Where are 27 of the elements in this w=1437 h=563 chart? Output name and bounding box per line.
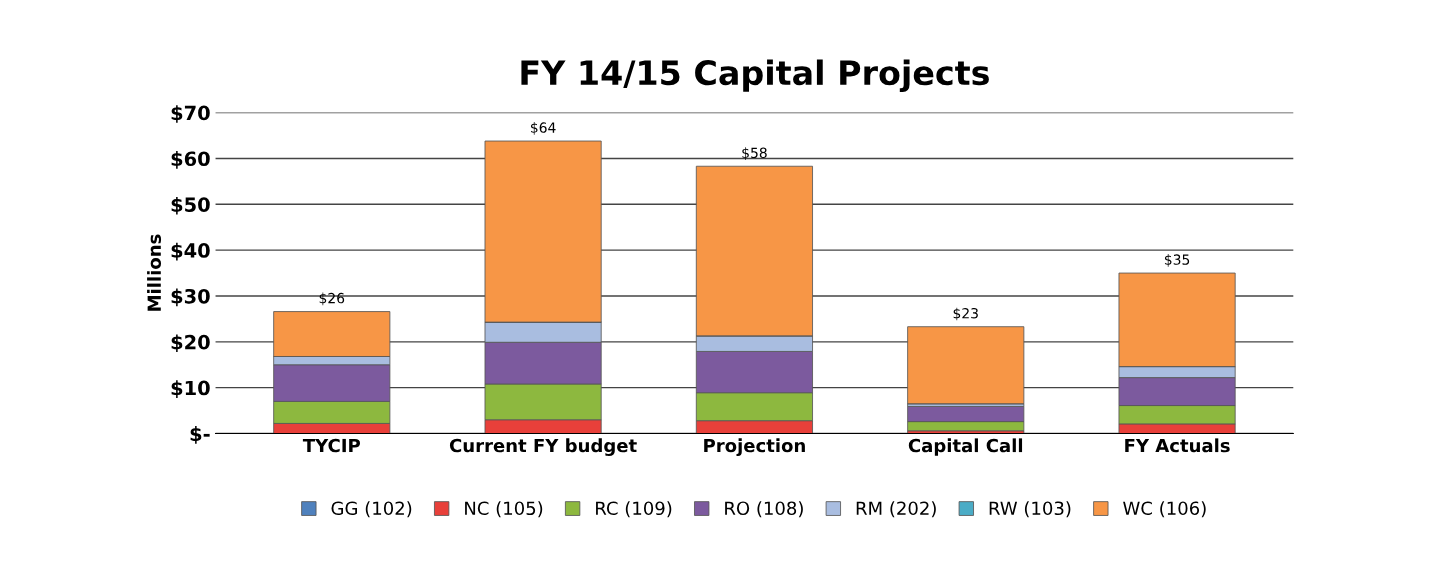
x-tick-label: Capital Call xyxy=(908,438,1023,456)
legend-label: WC (106) xyxy=(1123,501,1206,518)
x-tick-label: FY Actuals xyxy=(1125,438,1230,453)
x-tick-label: Projection xyxy=(704,438,805,456)
chart-title: FY 14/15 Capital Projects xyxy=(521,59,989,93)
y-tick-label: $10 xyxy=(171,380,210,398)
total-label: $64 xyxy=(531,122,556,135)
x-tick-label: TYCIP xyxy=(302,438,361,453)
y-tick-label: $- xyxy=(190,426,210,444)
total-label: $58 xyxy=(742,147,767,160)
y-tick-label: $60 xyxy=(171,151,210,169)
legend-label: RC (109) xyxy=(596,501,672,518)
y-tick-label: $20 xyxy=(171,334,210,353)
legend-label: RW (103) xyxy=(989,501,1071,518)
total-label: $35 xyxy=(1164,254,1190,267)
legend-label: NC (105) xyxy=(465,501,543,518)
total-label: $23 xyxy=(953,307,978,321)
x-tick-label: Current FY budget xyxy=(449,438,637,456)
y-tick-label: $50 xyxy=(171,196,210,215)
y-tick-label: $70 xyxy=(171,105,210,123)
legend-label: GG (102) xyxy=(331,501,412,518)
y-tick-label: $40 xyxy=(171,242,210,261)
total-label: $26 xyxy=(319,292,345,306)
legend-label: RO (108) xyxy=(725,501,803,518)
y-axis-title: Millions xyxy=(147,234,162,311)
legend-label: RM (202) xyxy=(856,501,936,518)
y-tick-label: $30 xyxy=(171,288,210,307)
